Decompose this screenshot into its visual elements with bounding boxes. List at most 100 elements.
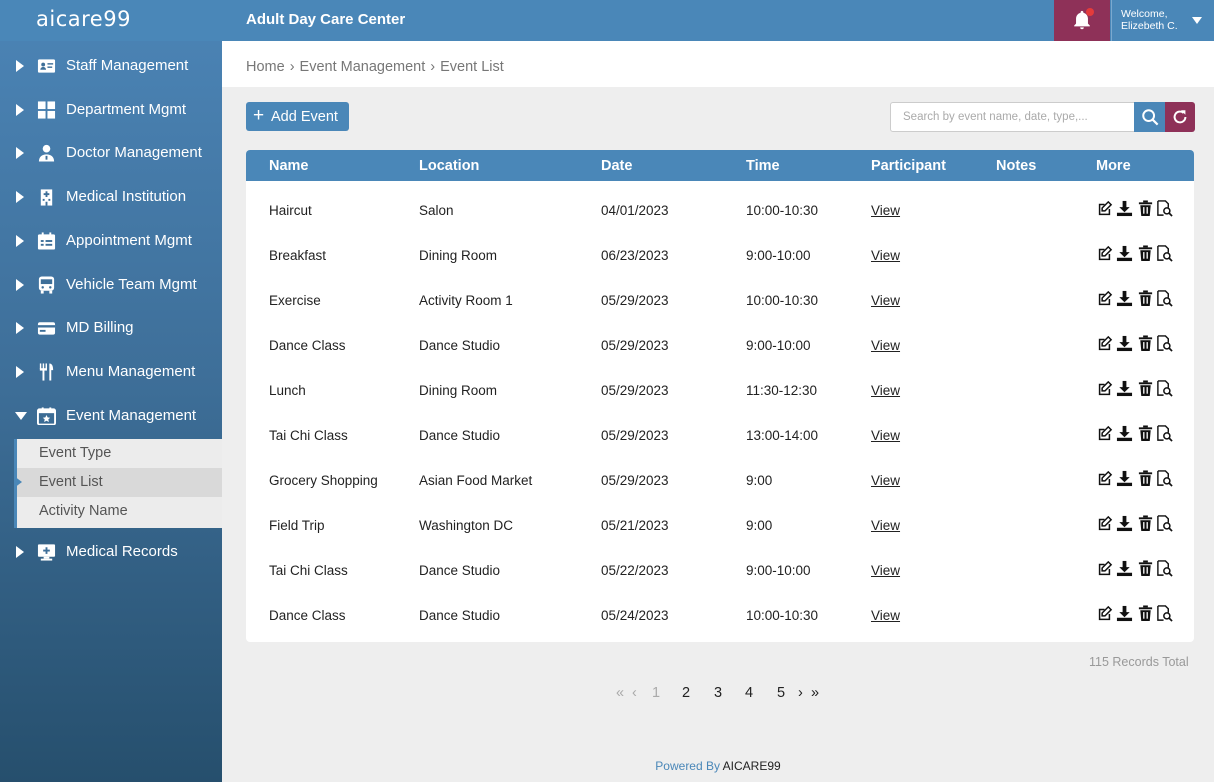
user-menu[interactable]: Welcome, Elizebeth C. — [1111, 0, 1214, 41]
trash-icon[interactable] — [1137, 425, 1154, 443]
participant-view-link[interactable]: View — [871, 428, 901, 443]
first-page-icon[interactable]: « — [616, 685, 625, 701]
chevron-down-icon[interactable] — [1192, 17, 1202, 24]
sidebar-item-doctor-management[interactable]: Doctor Management — [0, 138, 222, 168]
page-4[interactable]: 4 — [745, 685, 754, 701]
download-icon[interactable] — [1116, 425, 1133, 443]
sidebar-item-medical-institution[interactable]: Medical Institution — [0, 182, 222, 212]
download-icon[interactable] — [1116, 515, 1133, 533]
file-search-icon[interactable] — [1156, 515, 1173, 533]
prev-page-icon[interactable]: ‹ — [632, 685, 637, 701]
edit-icon[interactable] — [1096, 470, 1113, 488]
doctor-icon — [38, 144, 55, 162]
edit-icon[interactable] — [1096, 335, 1113, 353]
participant-view-link[interactable]: View — [871, 248, 901, 263]
sidebar-item-md-billing[interactable]: MD Billing — [0, 313, 222, 343]
file-search-icon[interactable] — [1156, 290, 1173, 308]
page-2[interactable]: 2 — [682, 685, 691, 701]
participant-view-link[interactable]: View — [871, 338, 901, 353]
edit-icon[interactable] — [1096, 200, 1113, 218]
breadcrumb-event-management[interactable]: Event Management — [299, 59, 426, 75]
cell-date: 05/22/2023 — [601, 563, 669, 578]
refresh-button[interactable] — [1165, 102, 1195, 132]
footer-brand[interactable]: AICARE99 — [722, 759, 781, 773]
file-search-icon[interactable] — [1156, 605, 1173, 623]
participant-view-link[interactable]: View — [871, 473, 901, 488]
cell-time: 9:00-10:00 — [746, 248, 811, 263]
download-icon[interactable] — [1116, 200, 1133, 218]
page-3[interactable]: 3 — [714, 685, 723, 701]
download-icon[interactable] — [1116, 245, 1133, 263]
file-search-icon[interactable] — [1156, 425, 1173, 443]
notification-badge — [1086, 8, 1094, 16]
sidebar-subitem-event-type[interactable]: Event Type — [17, 439, 222, 468]
trash-icon[interactable] — [1137, 605, 1154, 623]
trash-icon[interactable] — [1137, 335, 1154, 353]
notifications-button[interactable] — [1054, 0, 1110, 41]
sidebar-item-menu-management[interactable]: Menu Management — [0, 357, 222, 387]
search-button[interactable] — [1134, 102, 1165, 132]
trash-icon[interactable] — [1137, 200, 1154, 218]
participant-view-link[interactable]: View — [871, 383, 901, 398]
trash-icon[interactable] — [1137, 470, 1154, 488]
trash-icon[interactable] — [1137, 245, 1154, 263]
cell-name: Dance Class — [269, 338, 346, 353]
cell-name: Grocery Shopping — [269, 473, 378, 488]
table-row: Exercise Activity Room 1 05/29/2023 10:00-1… — [246, 278, 1194, 323]
file-search-icon[interactable] — [1156, 335, 1173, 353]
edit-icon[interactable] — [1096, 560, 1113, 578]
sidebar-item-medical-records[interactable]: Medical Records — [0, 537, 222, 567]
add-event-button[interactable]: + Add Event — [246, 102, 349, 131]
page-5[interactable]: 5 — [777, 685, 786, 701]
trash-icon[interactable] — [1137, 380, 1154, 398]
participant-view-link[interactable]: View — [871, 203, 901, 218]
edit-icon[interactable] — [1096, 605, 1113, 623]
trash-icon[interactable] — [1137, 515, 1154, 533]
column-header-notes[interactable]: Notes — [996, 158, 1037, 174]
page-1[interactable]: 1 — [652, 685, 661, 701]
sidebar-item-appointment-mgmt[interactable]: Appointment Mgmt — [0, 226, 222, 256]
sidebar-item-staff-management[interactable]: Staff Management — [0, 51, 222, 81]
breadcrumb-home[interactable]: Home — [246, 59, 285, 75]
edit-icon[interactable] — [1096, 380, 1113, 398]
download-icon[interactable] — [1116, 380, 1133, 398]
sidebar-item-event-management[interactable]: Event Management — [0, 401, 222, 431]
edit-icon[interactable] — [1096, 515, 1113, 533]
participant-view-link[interactable]: View — [871, 563, 901, 578]
app-logo[interactable]: aicare99 — [36, 7, 131, 31]
trash-icon[interactable] — [1137, 290, 1154, 308]
participant-view-link[interactable]: View — [871, 608, 901, 623]
download-icon[interactable] — [1116, 470, 1133, 488]
download-icon[interactable] — [1116, 335, 1133, 353]
search-input[interactable] — [890, 102, 1135, 132]
sidebar-subitem-event-list[interactable]: Event List — [14, 468, 222, 497]
edit-icon[interactable] — [1096, 245, 1113, 263]
column-header-participant[interactable]: Participant — [871, 158, 946, 174]
file-search-icon[interactable] — [1156, 470, 1173, 488]
edit-icon[interactable] — [1096, 425, 1113, 443]
chevron-right-icon: › — [289, 59, 295, 75]
download-icon[interactable] — [1116, 560, 1133, 578]
trash-icon[interactable] — [1137, 560, 1154, 578]
participant-view-link[interactable]: View — [871, 518, 901, 533]
bus-icon — [38, 276, 55, 294]
sidebar-item-department-mgmt[interactable]: Department Mgmt — [0, 95, 222, 125]
last-page-icon[interactable]: » — [811, 685, 820, 701]
next-page-icon[interactable]: › — [798, 685, 803, 701]
column-header-name[interactable]: Name — [269, 158, 309, 174]
file-search-icon[interactable] — [1156, 380, 1173, 398]
file-search-icon[interactable] — [1156, 200, 1173, 218]
sidebar-item-vehicle-team-mgmt[interactable]: Vehicle Team Mgmt — [0, 270, 222, 300]
column-header-date[interactable]: Date — [601, 158, 633, 174]
column-header-time[interactable]: Time — [746, 158, 780, 174]
column-header-location[interactable]: Location — [419, 158, 480, 174]
breadcrumb-bar: Home › Event Management › Event List — [222, 41, 1214, 87]
download-icon[interactable] — [1116, 605, 1133, 623]
cell-time: 9:00 — [746, 473, 773, 488]
participant-view-link[interactable]: View — [871, 293, 901, 308]
download-icon[interactable] — [1116, 290, 1133, 308]
file-search-icon[interactable] — [1156, 560, 1173, 578]
sidebar-subitem-activity-name[interactable]: Activity Name — [17, 497, 222, 526]
edit-icon[interactable] — [1096, 290, 1113, 308]
file-search-icon[interactable] — [1156, 245, 1173, 263]
